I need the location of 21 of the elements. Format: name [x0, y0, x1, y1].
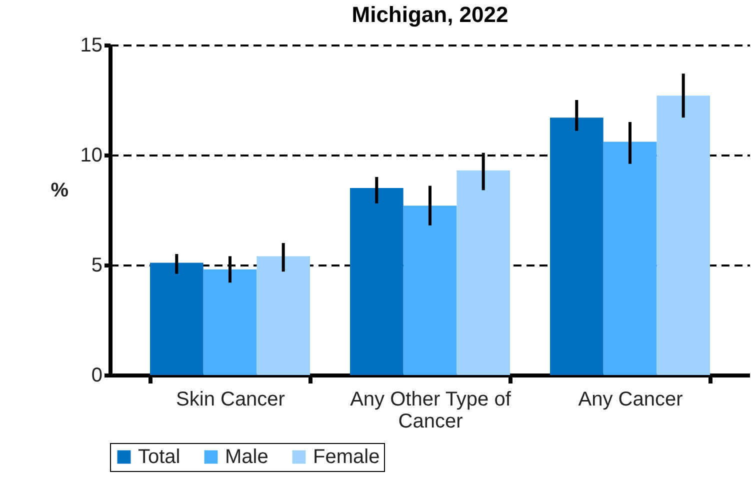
bar — [203, 269, 257, 375]
chart-title: Michigan, 2022 — [352, 2, 508, 27]
bar — [256, 256, 310, 375]
y-tick-label: 15 — [80, 34, 102, 56]
bar — [150, 262, 204, 375]
y-tick-label: 5 — [91, 254, 102, 276]
x-tick-label: Skin Cancer — [176, 388, 286, 410]
bar — [656, 96, 710, 375]
x-tick-label: Any Other Type of Cancer — [350, 388, 512, 432]
y-tick-label: 0 — [91, 364, 102, 386]
y-axis-title: % — [50, 180, 69, 202]
legend-label: Male — [225, 446, 268, 468]
y-tick-label: 10 — [80, 144, 102, 166]
x-tick-label: Any Cancer — [578, 388, 684, 410]
bar — [456, 170, 510, 375]
bar — [550, 118, 604, 375]
bar — [403, 206, 457, 375]
legend-label: Total — [138, 446, 180, 468]
legend-label: Female — [313, 446, 380, 468]
bar — [350, 188, 404, 375]
bar — [603, 142, 657, 375]
